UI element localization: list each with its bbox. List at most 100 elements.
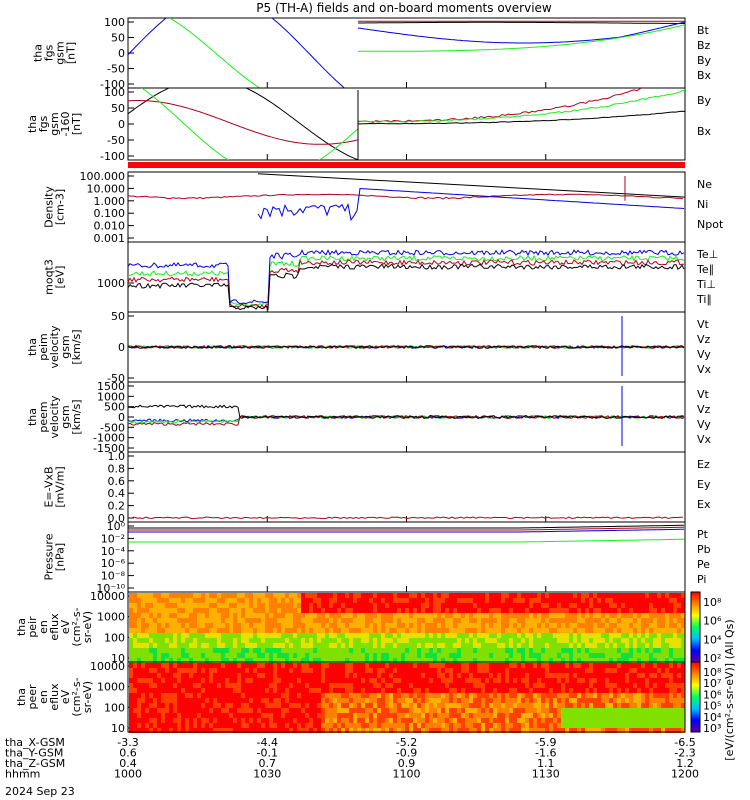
legend-Bz: Bz — [697, 39, 711, 52]
panel-ylabel-line: [eV] — [54, 266, 67, 289]
y-tick-label: 1.000 — [94, 195, 126, 208]
panel-efield: E=-VxB[mV/m] 1.00.80.60.40.20.0 Ez Ey Ex — [43, 450, 711, 525]
y-tick-label: 50 — [111, 32, 125, 45]
y-tick-label: 0.4 — [108, 487, 126, 500]
panel-ylabel-line: peem — [37, 401, 50, 432]
panel-ylabel-line: fgs — [43, 44, 56, 61]
xaxis-value: 1130 — [532, 768, 560, 781]
y-tick-label: 0.100 — [94, 207, 126, 220]
y-tick-label: -1500 — [93, 442, 125, 455]
panel-ylabel-line: eflux — [48, 613, 61, 641]
panel-frame — [127, 451, 686, 523]
legend-Vy: Vy — [697, 418, 711, 431]
panel-ylabel-line: [mV/m] — [54, 466, 67, 507]
y-tick-label: -1000 — [93, 432, 125, 445]
y-tick-label: 0 — [118, 411, 125, 424]
legend-Ti∥: Ti∥ — [696, 293, 712, 306]
legend-Npot: Npot — [697, 218, 724, 231]
panel-ylabel-line: gsm — [59, 335, 72, 358]
legend-Ez: Ez — [697, 458, 710, 471]
panel-frame — [127, 17, 686, 89]
y-tick-label: -50 — [107, 134, 125, 147]
y-tick-label: 50 — [111, 310, 125, 323]
xaxis-value: 0.6 — [119, 747, 137, 760]
panel-ylabel-line: tha — [15, 618, 28, 636]
y-tick-label: 100 — [104, 701, 125, 714]
panel-frame — [127, 171, 686, 243]
xaxis-row-label: tha_Z-GSM — [5, 757, 65, 770]
date-label: 2024 Sep 23 — [5, 785, 75, 798]
legend-By: By — [697, 54, 712, 67]
xaxis-value: 1.1 — [537, 757, 555, 770]
legend-Vt: Vt — [697, 388, 710, 401]
legend-Vy: Vy — [697, 348, 711, 361]
legend-Bt: Bt — [697, 24, 710, 37]
plot-title: P5 (TH-A) fields and on-board moments ov… — [256, 1, 552, 15]
legend-Te∥: Te∥ — [696, 263, 714, 276]
panel-ylabel-line: E=-VxB — [43, 466, 56, 507]
panel-ylabel-line: [km/s] — [70, 329, 83, 364]
colorbar-tick: 10⁶ — [703, 688, 722, 701]
colorbar — [690, 661, 701, 733]
xaxis-value: -0.1 — [257, 747, 278, 760]
panel-ylabel-line: peim — [37, 333, 50, 361]
panel-ylabel-line: (cm²-s- — [70, 607, 83, 646]
y-tick-label: 10 — [111, 722, 125, 735]
orbit-bar — [128, 162, 685, 168]
panel-ylabel-line: moqt3 — [43, 259, 56, 295]
xaxis-value: -2.3 — [674, 747, 695, 760]
panel-ylabel-line: Pressure — [43, 533, 56, 580]
y-tick-label: 500 — [104, 401, 125, 414]
legend-Ne: Ne — [697, 178, 712, 191]
xaxis-row-label: hhmm — [5, 768, 40, 781]
y-tick-label: 1.0 — [108, 450, 126, 463]
y-tick-label: 0 — [118, 341, 125, 354]
colorbar-tick: 10³ — [703, 722, 721, 735]
panel-ylabel-line: [km/s] — [70, 399, 83, 434]
y-tick-label: -50 — [107, 372, 125, 385]
legend-Vz: Vz — [697, 403, 711, 416]
panel-ylabel-line: gsm — [54, 41, 67, 64]
y-tick-label: 50 — [111, 102, 125, 115]
colorbar — [690, 591, 701, 663]
panel-ylabel-line: Density — [43, 186, 56, 228]
legend-Bx: Bx — [697, 125, 712, 138]
y-tick-label: 0.6 — [108, 475, 126, 488]
panel-ylabel-line: [nPa] — [54, 543, 67, 571]
legend-Vz: Vz — [697, 333, 711, 346]
xaxis-value: 1200 — [671, 768, 699, 781]
y-tick-label: 10⁰ — [107, 520, 126, 533]
legend-Pe: Pe — [697, 558, 710, 571]
y-tick-label: -100 — [100, 150, 125, 163]
y-tick-label: 1500 — [97, 380, 125, 393]
y-tick-label: 10⁻⁴ — [101, 545, 126, 558]
xaxis-value: -6.5 — [674, 736, 695, 749]
y-tick-label: 10⁻⁶ — [101, 557, 126, 570]
panel-ylabel-line: tha — [15, 688, 28, 706]
panel-ylabel-line: velocity — [48, 325, 61, 368]
y-tick-label: 1000 — [97, 390, 125, 403]
panel-ylabel-line: peir — [26, 616, 39, 638]
y-tick-label: 1000 — [97, 277, 125, 290]
y-tick-label: 100 — [104, 86, 125, 99]
y-tick-label: -100 — [100, 78, 125, 91]
xaxis-value: -5.2 — [396, 736, 417, 749]
panel-ylabel-line: tha — [26, 408, 39, 426]
colorbar-tick: 10⁴ — [703, 633, 722, 646]
panel-temp: moqt3[eV] 1000 Te⊥ Te∥ Ti⊥ Ti∥ — [43, 241, 718, 313]
panel-ylabel-line: fgs — [37, 115, 50, 132]
panel-ylabel-line: eflux — [48, 683, 61, 711]
y-tick-label: 100.000 — [80, 170, 126, 183]
xaxis-value: 1100 — [393, 768, 421, 781]
xaxis-value: -3.3 — [117, 736, 138, 749]
panel-ylabel-line: gsm — [59, 405, 72, 428]
xaxis-value: 0.4 — [119, 757, 137, 770]
panel-ylabel-line: tha — [26, 338, 39, 356]
panel-density: Density[cm-3] 100.00010.0001.0000.1000.01… — [43, 170, 724, 245]
y-tick-label: 100 — [104, 16, 125, 29]
y-tick-label: 0 — [118, 47, 125, 60]
y-tick-label: 10⁻¹⁰ — [96, 582, 125, 595]
